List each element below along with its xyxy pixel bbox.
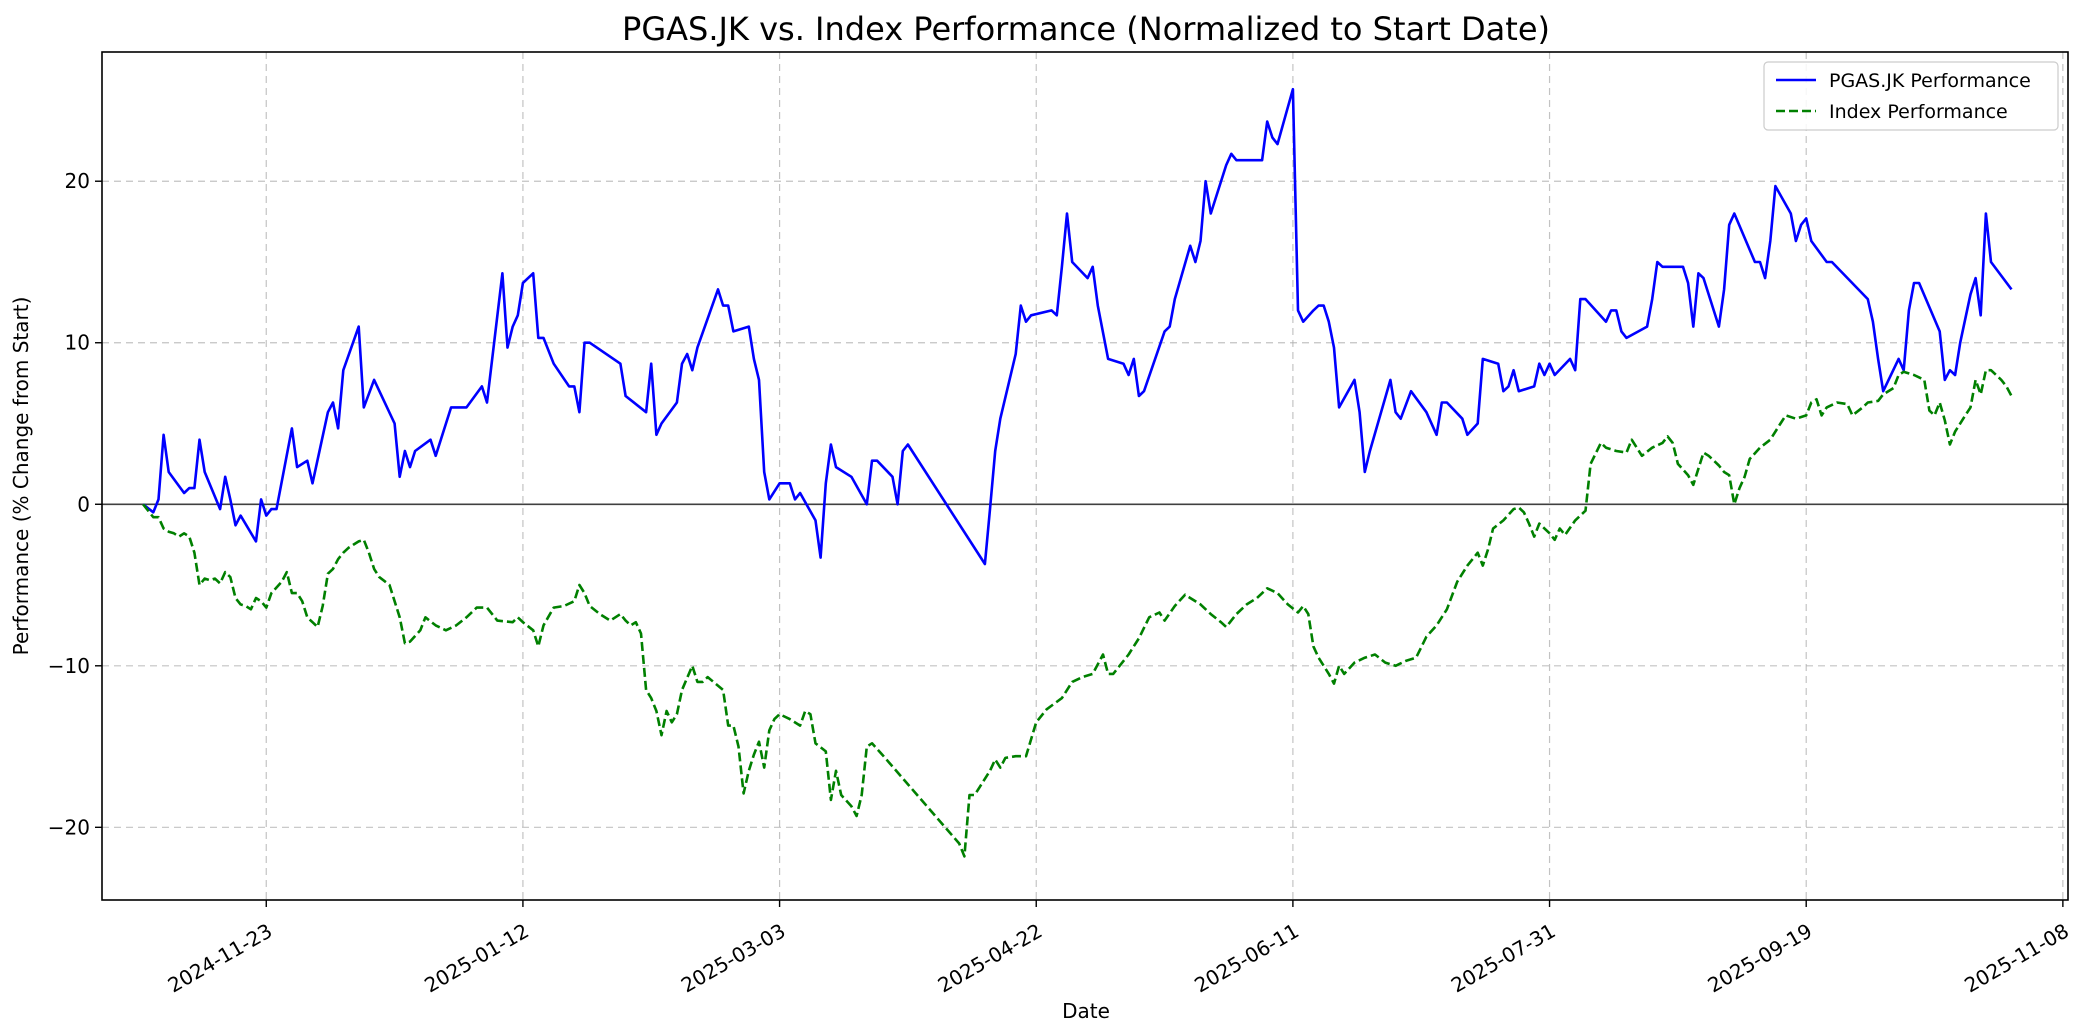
- y-tick-label: 20: [65, 169, 90, 193]
- y-axis-label: Performance (% Change from Start): [9, 297, 33, 656]
- y-tick-label: 0: [77, 492, 90, 516]
- series: [142, 87, 2013, 858]
- legend-label-index: Index Performance: [1829, 101, 2008, 123]
- series-line-index: [142, 368, 2013, 858]
- y-axis-ticks: −20 −10 0 10 20: [48, 169, 102, 839]
- y-tick-label: 10: [65, 331, 90, 355]
- chart-title: PGAS.JK vs. Index Performance (Normalize…: [622, 10, 1550, 48]
- y-tick-label: −10: [48, 654, 90, 678]
- legend: PGAS.JK Performance Index Performance: [1763, 61, 2059, 131]
- legend-label-pgas: PGAS.JK Performance: [1829, 70, 2031, 92]
- legend-box: [1763, 61, 2059, 131]
- y-tick-label: −20: [48, 815, 90, 839]
- x-axis-label: Date: [1062, 999, 1110, 1023]
- plot-frame: [101, 51, 2069, 901]
- series-line-pgas: [142, 87, 2013, 566]
